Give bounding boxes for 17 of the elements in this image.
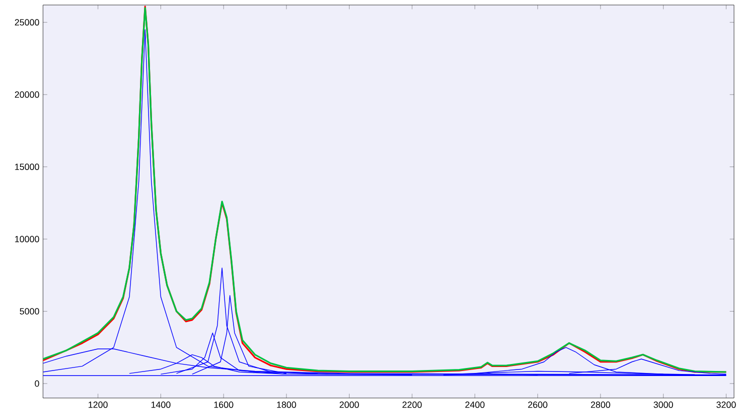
- y-tick-label: 0: [34, 380, 40, 387]
- x-tick-label: 2600: [528, 402, 548, 408]
- x-tick-label: 3000: [654, 402, 673, 408]
- x-tick-label: 1600: [214, 402, 234, 408]
- x-tick-label: 2200: [402, 402, 422, 408]
- y-tick-label: 20000: [14, 91, 40, 98]
- x-tick-label: 2800: [590, 402, 610, 408]
- x-tick-label: 2000: [340, 402, 359, 408]
- x-tick-label: 2400: [465, 402, 485, 408]
- x-tick-label: 1200: [88, 402, 108, 408]
- x-tick-label: 1400: [151, 402, 170, 408]
- x-tick-label: 1800: [277, 402, 296, 408]
- y-tick-label: 5000: [20, 308, 40, 314]
- x-tick-label: 3200: [716, 402, 736, 408]
- y-tick-label: 10000: [15, 236, 40, 242]
- y-tick-label: 25000: [14, 19, 40, 26]
- y-tick-label: 15000: [15, 164, 40, 170]
